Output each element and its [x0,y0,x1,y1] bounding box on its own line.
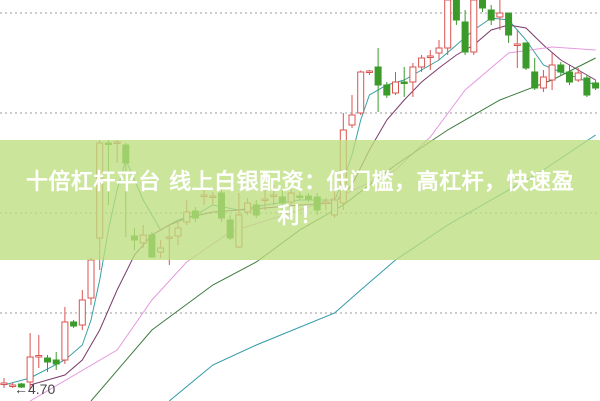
candle-down [522,42,530,69]
candle-up [435,47,443,54]
candle-up [548,64,556,81]
candle-up [539,76,547,89]
candle-down [70,321,78,327]
candle-down [374,66,382,86]
promo-banner-text: 十倍杠杆平台 线上白银配资：低门槛，高杠杆，快速盈利！ [25,170,575,229]
candle-down [44,357,51,363]
candle-up [365,70,373,73]
low-price-label: 4.70 [28,381,56,397]
low-price-marker: ←4.70 [14,381,55,397]
candle-up [61,321,69,361]
candle-down [583,77,591,96]
candle-up [35,355,43,358]
candle-down [566,71,573,83]
candle-down [461,21,469,53]
candle-up [26,356,34,383]
candle-up [418,57,426,68]
candle-down [52,359,60,365]
candle-down [505,12,513,36]
candle-down [487,9,495,21]
candle-up [357,71,365,114]
candle-up [392,81,399,94]
candle-up [513,43,521,46]
candle-down [17,383,25,388]
candle-down [452,0,460,21]
candle-down [592,82,600,89]
candle-down [383,84,391,96]
candle-up [78,299,86,326]
candle-up [87,259,95,299]
candle-down [531,71,539,89]
arrow-left-icon: ← [14,381,28,397]
candle-up [496,12,504,18]
candle-up [0,382,8,385]
candle-up [426,55,434,58]
candle-up [409,66,417,83]
candle-up [574,72,582,81]
candle-down [400,81,408,84]
candle-up [470,0,478,53]
candle-down [479,0,486,9]
candle-down [557,64,565,73]
candle-up [444,0,452,49]
candle-up [9,384,17,387]
promo-banner: 十倍杠杆平台 线上白银配资：低门槛，高杠杆，快速盈利！ [0,140,600,260]
candle-up [348,114,356,126]
